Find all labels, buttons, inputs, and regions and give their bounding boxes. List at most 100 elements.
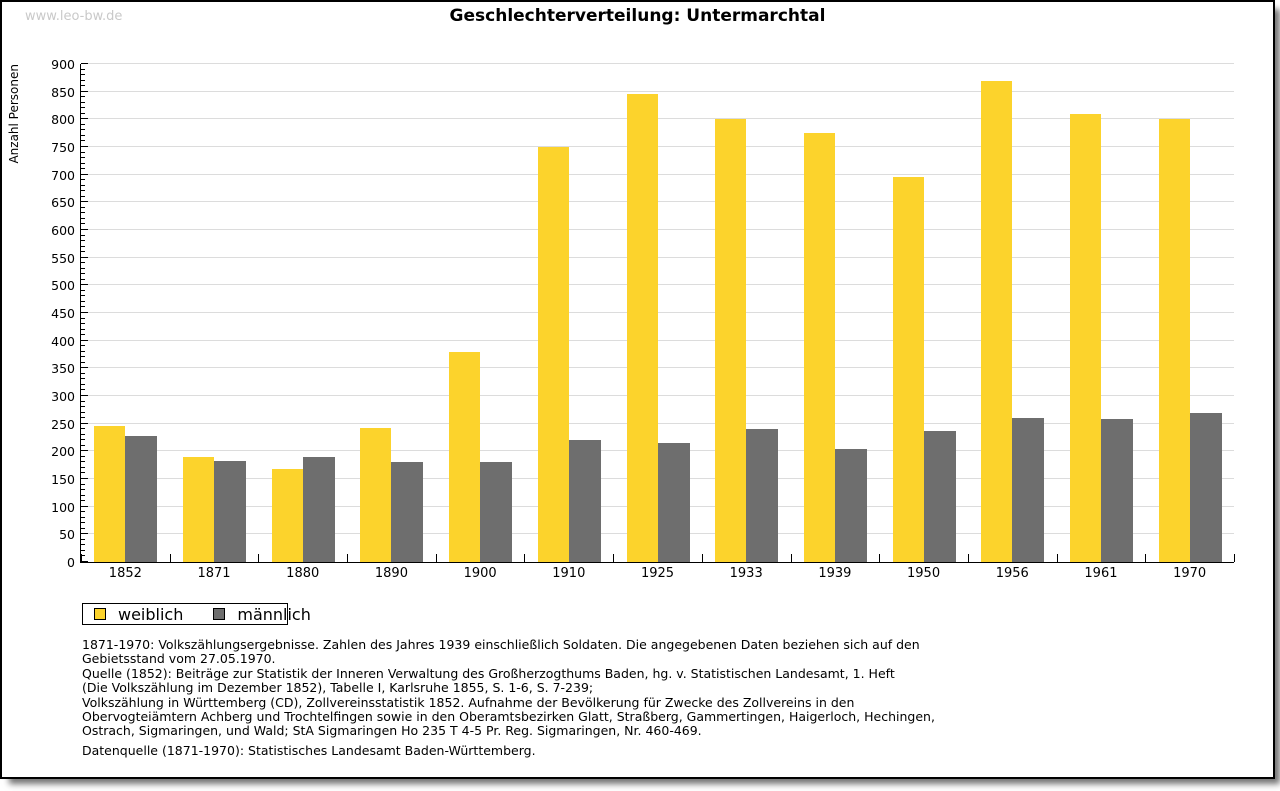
y-tick-160 [81, 472, 85, 474]
footnote-line: Gebietsstand vom 27.05.1970. [82, 651, 276, 667]
y-tick-110 [81, 500, 85, 502]
y-tick-340 [81, 372, 85, 374]
y-tick-240 [81, 428, 85, 430]
y-tick-520 [81, 273, 85, 275]
y-tick-800 [81, 118, 88, 120]
x-tick-6 [613, 554, 615, 562]
x-tick-1 [169, 554, 171, 562]
bar-weiblich-1852 [94, 426, 126, 562]
y-tick-710 [81, 168, 85, 170]
gridline-650 [81, 201, 1234, 203]
y-tick-210 [81, 444, 85, 446]
bar-männlich-1852 [125, 436, 158, 562]
x-tick-12 [1145, 554, 1147, 562]
x-tick-3 [347, 554, 349, 562]
gridline-600 [81, 229, 1234, 230]
x-tick-label-1925: 1925 [640, 566, 675, 581]
y-tick-70 [81, 522, 85, 524]
y-tick-860 [81, 85, 85, 87]
y-tick-870 [81, 79, 85, 81]
y-tick-220 [81, 439, 85, 441]
y-tick-700 [81, 173, 88, 175]
data-source-line: Datenquelle (1871-1970): Statistisches L… [82, 743, 536, 758]
y-tick-170 [81, 466, 85, 468]
x-tick-label-1950: 1950 [907, 566, 941, 581]
bar-männlich-1900 [480, 462, 513, 562]
y-tick-770 [81, 134, 85, 136]
x-tick-2 [258, 554, 260, 562]
footnote-line: Volkszählung in Württemberg (CD), Zollve… [82, 694, 855, 710]
y-tick-280 [81, 406, 85, 408]
plot-area: 0 50 100 150 200 250 300 350 400 450 500 550 600 650 7… [51, 57, 1235, 581]
y-tick-820 [81, 107, 85, 109]
y-axis-label: Anzahl Personen [7, 64, 21, 164]
y-tick-0 [81, 561, 88, 562]
legend-label-weiblich: weiblich [118, 604, 184, 624]
y-tick-450 [81, 312, 88, 313]
x-tick-10 [967, 554, 969, 562]
y-tick-310 [81, 389, 85, 391]
footnote-line: (Die Volkszählung im Dezember 1852), Tab… [82, 680, 594, 696]
gridline-900 [81, 63, 1234, 64]
y-tick-label-50: 50 [59, 527, 75, 543]
x-tick-label-1871: 1871 [197, 566, 231, 581]
x-tick-label-1961: 1961 [1084, 566, 1118, 581]
footnote-line: 1871-1970: Volkszählungsergebnisse. Zahl… [82, 637, 920, 652]
gridline-450 [81, 312, 1234, 313]
bar-weiblich-1961 [1069, 113, 1101, 562]
bar-männlich-1880 [302, 456, 335, 562]
y-tick-360 [81, 361, 85, 363]
footnote-line: Ostrach, Sigmaringen, und Wald; StA Sigm… [82, 723, 702, 739]
y-tick-660 [81, 195, 85, 197]
y-tick-50 [81, 533, 88, 535]
y-tick-440 [81, 317, 85, 319]
y-tick-740 [81, 151, 85, 153]
y-tick-560 [81, 251, 85, 253]
y-tick-270 [81, 411, 85, 413]
y-tick-label-300: 300 [51, 389, 75, 404]
y-tick-550 [81, 256, 88, 258]
x-tick-label-1939: 1939 [818, 566, 852, 581]
footnote-block: 1871-1970: Volkszählungsergebnisse. Zahl… [82, 637, 1212, 739]
legend-swatch-maennlich [213, 608, 226, 620]
bar-weiblich-1925 [626, 94, 658, 562]
y-tick-460 [81, 306, 85, 308]
y-tick-680 [81, 184, 85, 186]
y-tick-480 [81, 295, 85, 297]
y-tick-230 [81, 433, 85, 435]
y-tick-370 [81, 356, 85, 358]
y-tick-label-350: 350 [51, 361, 75, 377]
x-tick-label-1880: 1880 [286, 566, 320, 581]
x-tick-9 [879, 554, 881, 562]
y-tick-300 [81, 395, 88, 396]
y-tick-10 [81, 555, 85, 557]
y-tick-label-150: 150 [51, 472, 75, 487]
gridline-250 [81, 422, 1234, 424]
y-tick-730 [81, 157, 85, 159]
y-tick-670 [81, 190, 85, 192]
y-tick-350 [81, 367, 88, 369]
y-tick-630 [81, 212, 85, 214]
y-tick-label-450: 450 [51, 306, 75, 321]
y-tick-label-700: 700 [51, 167, 75, 183]
y-tick-410 [81, 334, 85, 336]
y-tick-label-550: 550 [51, 250, 75, 266]
y-tick-530 [81, 267, 85, 269]
bar-weiblich-1880 [271, 469, 303, 562]
bar-männlich-1961 [1100, 418, 1133, 562]
x-tick-label-1956: 1956 [995, 566, 1029, 581]
x-tick-label-1910: 1910 [552, 566, 586, 581]
y-tick-260 [81, 417, 85, 419]
bar-weiblich-1950 [892, 177, 924, 562]
watermark-url: www.leo-bw.de [25, 9, 123, 24]
bar-männlich-1871 [214, 461, 247, 562]
x-tick-label-1900: 1900 [463, 566, 497, 581]
gridline-550 [81, 256, 1234, 258]
y-tick-label-400: 400 [51, 333, 75, 349]
y-tick-610 [81, 223, 85, 225]
y-tick-label-750: 750 [51, 140, 75, 155]
gridline-400 [81, 339, 1234, 341]
chart-title: Geschlechterverteilung: Untermarchtal [449, 6, 826, 26]
y-tick-120 [81, 494, 85, 496]
